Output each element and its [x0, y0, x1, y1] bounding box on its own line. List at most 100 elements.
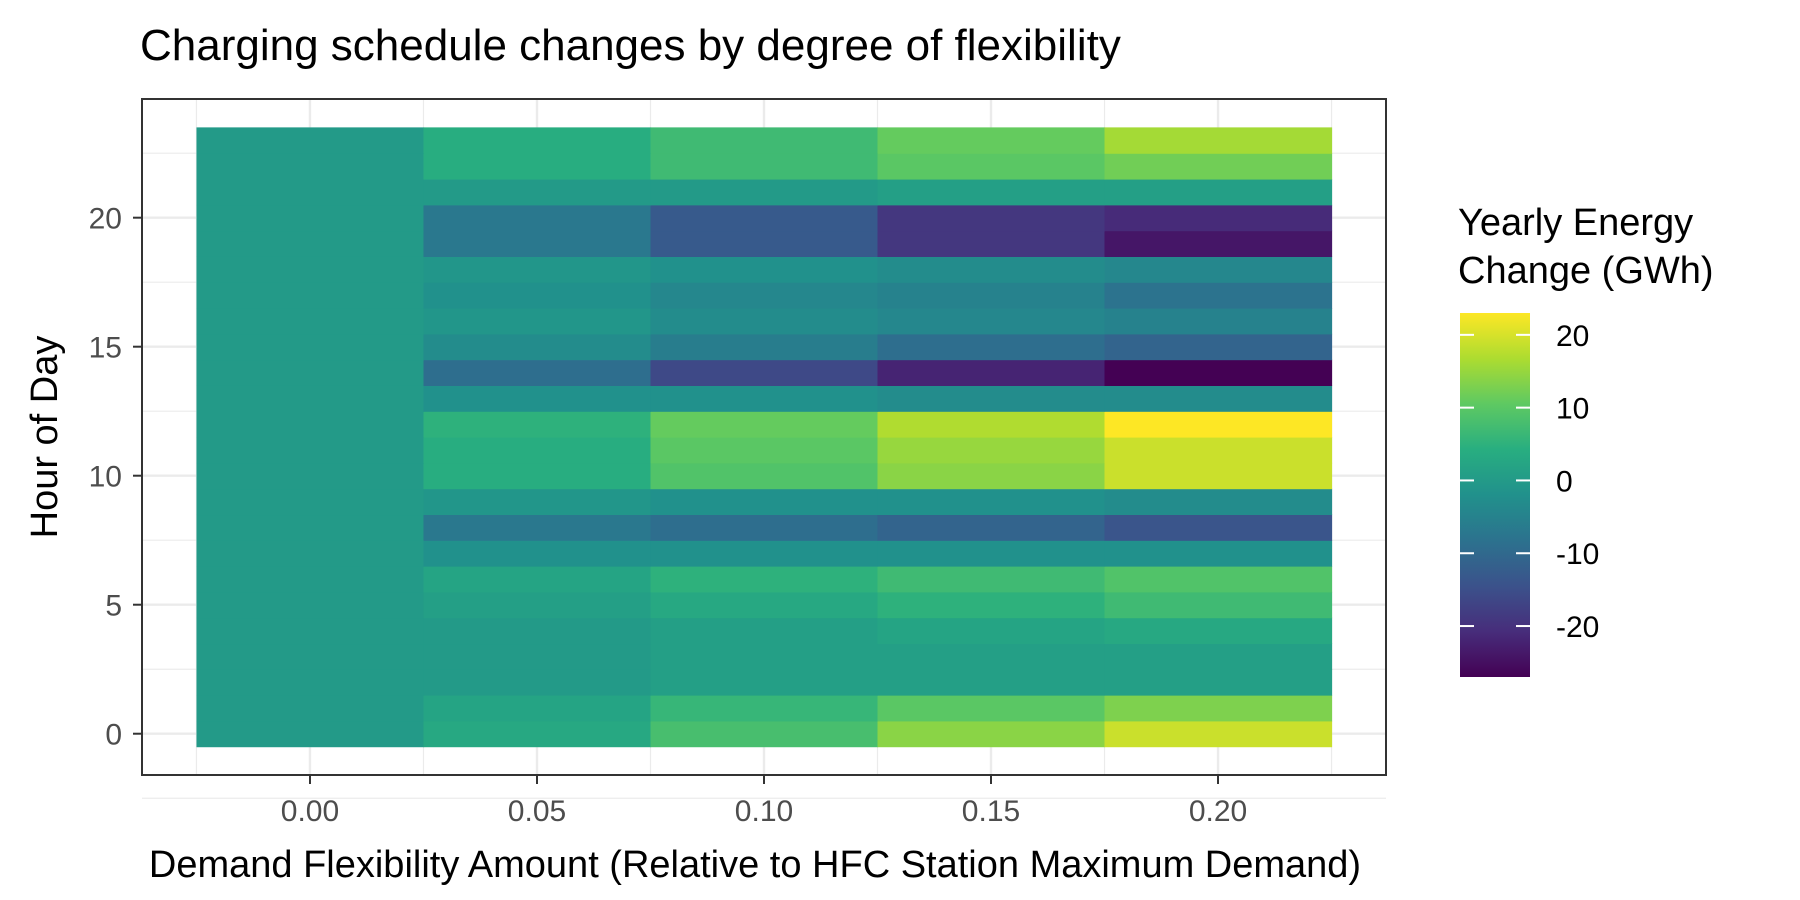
heatmap-tile	[196, 695, 425, 722]
heatmap-tile	[1104, 437, 1333, 464]
heatmap-tile	[1104, 488, 1333, 516]
y-tick-label: 15	[89, 332, 122, 365]
heatmap-tile	[423, 153, 652, 180]
heatmap-tile	[650, 669, 879, 696]
y-tick-label: 10	[89, 461, 122, 494]
heatmap-tile	[423, 256, 652, 283]
heatmap-tile	[650, 720, 879, 748]
heatmap-tile	[196, 643, 425, 670]
heatmap-tile	[1104, 230, 1333, 257]
chart-title: Charging schedule changes by degree of f…	[140, 21, 1121, 70]
heatmap-tile	[196, 359, 425, 386]
heatmap-tile	[1104, 514, 1333, 541]
colorbar-tick-label: 0	[1556, 465, 1573, 498]
y-tick-label: 20	[89, 203, 122, 236]
heatmap-tile	[877, 462, 1106, 490]
heatmap-tile	[196, 153, 425, 180]
heatmap-tile	[877, 178, 1106, 206]
axis-ticks: 0.00 0.05 0.10 0.15 0.20 0 5 10 15 20	[89, 203, 1248, 828]
heatmap-tile	[650, 256, 879, 283]
heatmap-tile	[1104, 617, 1333, 645]
heatmap-tile	[1104, 411, 1333, 438]
heatmap-tile	[196, 411, 425, 438]
heatmap-tile	[1104, 333, 1333, 361]
legend: Yearly Energy Change (GWh) 20 10 0 -10 -20	[1458, 202, 1714, 677]
heatmap-tile	[1104, 720, 1333, 748]
heatmap-tile	[1104, 385, 1333, 412]
colorbar-ticks: 20 10 0 -10 -20	[1460, 320, 1599, 644]
heatmap-tile	[196, 204, 425, 232]
x-tick-label: 0.05	[508, 795, 566, 828]
legend-title: Yearly Energy Change (GWh)	[1458, 202, 1714, 292]
heatmap-tile	[650, 307, 879, 335]
heatmap-tile	[877, 566, 1106, 593]
heatmap-tile	[650, 282, 879, 309]
heatmap-tile	[1104, 127, 1333, 154]
heatmap-tile	[196, 385, 425, 412]
heatmap-tile	[877, 333, 1106, 361]
heatmap-tile	[877, 256, 1106, 283]
y-axis-title: Hour of Day	[24, 336, 66, 539]
heatmap-tile	[650, 488, 879, 516]
heatmap-tile	[1104, 282, 1333, 309]
heatmap-tile	[1104, 256, 1333, 283]
heatmap-tile	[650, 514, 879, 541]
legend-title-line-2: Change (GWh)	[1458, 250, 1714, 292]
heatmap-tile	[196, 617, 425, 645]
heatmap-tile	[423, 307, 652, 335]
heatmap-tile	[650, 591, 879, 619]
heatmap-tile	[1104, 591, 1333, 619]
heatmap-tile	[423, 566, 652, 593]
heatmap-tile	[877, 385, 1106, 412]
heatmap-tile	[196, 282, 425, 309]
colorbar-tick-label: 10	[1556, 393, 1589, 426]
heatmap-tile	[877, 488, 1106, 516]
heatmap-tile	[423, 488, 652, 516]
x-tick-label: 0.20	[1189, 795, 1247, 828]
colorbar-tick-label: -10	[1556, 538, 1599, 571]
heatmap-tile	[423, 204, 652, 232]
x-tick-label: 0.15	[962, 795, 1020, 828]
heatmap-tile	[1104, 566, 1333, 593]
heatmap-tile	[877, 230, 1106, 257]
heatmap-tile	[423, 437, 652, 464]
heatmap-tile	[196, 307, 425, 335]
heatmap-tile	[423, 540, 652, 567]
colorbar	[1460, 313, 1530, 677]
x-tick-label: 0.10	[735, 795, 793, 828]
heatmap-tile	[196, 256, 425, 283]
heatmap-tile	[196, 333, 425, 361]
heatmap-tile	[1104, 669, 1333, 696]
heatmap-tile	[1104, 204, 1333, 232]
heatmap-tile	[196, 437, 425, 464]
heatmap-tile	[1104, 153, 1333, 180]
heatmap-tile	[196, 127, 425, 154]
heatmap-tile	[877, 437, 1106, 464]
heatmap-tile	[1104, 178, 1333, 206]
heatmap-tile	[196, 514, 425, 541]
heatmap-tile	[1104, 695, 1333, 722]
heatmap-tile	[877, 359, 1106, 386]
heatmap-tile	[877, 643, 1106, 670]
heatmap-tile	[650, 333, 879, 361]
heatmap-tile	[196, 591, 425, 619]
x-tick-label: 0.00	[281, 795, 339, 828]
legend-title-line-1: Yearly Energy	[1458, 202, 1693, 244]
heatmap-tile	[877, 669, 1106, 696]
heatmap-tile	[877, 720, 1106, 748]
heatmap-tile	[423, 617, 652, 645]
heatmap-tile	[650, 437, 879, 464]
heatmap-tile	[423, 514, 652, 541]
heatmap-tile	[650, 153, 879, 180]
heatmap-tile	[877, 540, 1106, 567]
heatmap-tile	[423, 230, 652, 257]
colorbar-tick-label: 20	[1556, 320, 1589, 353]
heatmap-tile	[196, 230, 425, 257]
heatmap-tile	[877, 695, 1106, 722]
heatmap-tile	[1104, 462, 1333, 490]
colorbar-tick-label: -20	[1556, 611, 1599, 644]
heatmap-tile	[877, 617, 1106, 645]
heatmap-tile	[1104, 540, 1333, 567]
heatmap-tile	[423, 462, 652, 490]
